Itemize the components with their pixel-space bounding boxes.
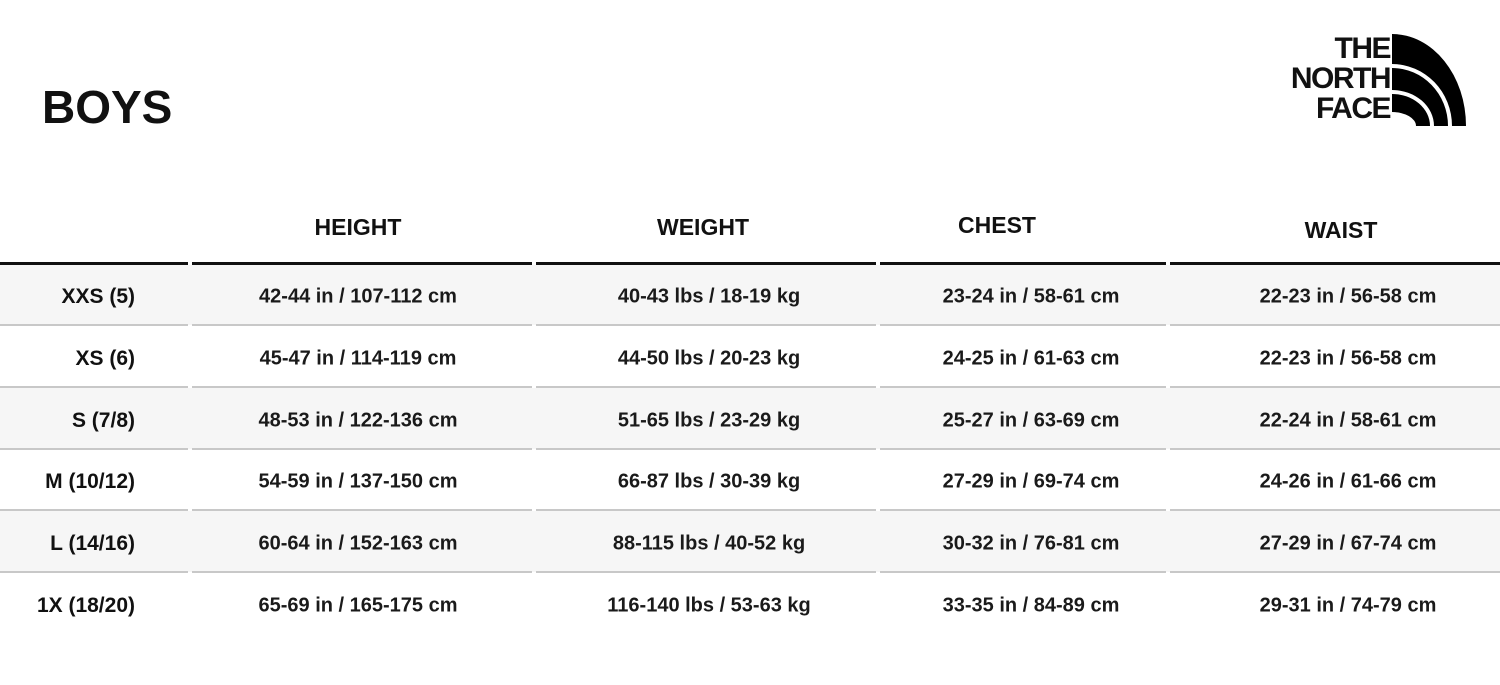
row-divider (880, 571, 1166, 573)
the-north-face-logo: THE NORTH FACE (1266, 34, 1466, 126)
row-divider (1170, 324, 1500, 326)
weight-cell: 116-140 lbs / 53-63 kg (607, 594, 811, 616)
waist-cell: 24-26 in / 61-66 cm (1259, 470, 1437, 493)
size-label: XS (6) (75, 346, 135, 370)
row-divider (192, 324, 532, 326)
row-divider (192, 509, 532, 511)
height-cell: 42-44 in / 107-112 cm (259, 285, 457, 308)
waist-cell: 22-23 in / 56-58 cm (1259, 285, 1437, 308)
waist-cell: 27-29 in / 67-74 cm (1259, 532, 1437, 554)
row-divider (536, 448, 876, 450)
height-cell: 54-59 in / 137-150 cm (258, 470, 458, 493)
table-row: M (10/12) 54-59 in / 137-150 cm 66-87 lbs … (0, 450, 1500, 511)
row-divider (536, 571, 876, 573)
row-divider (1170, 448, 1500, 450)
size-label: L (14/16) (50, 531, 135, 555)
chest-cell: 25-27 in / 63-69 cm (942, 409, 1120, 431)
row-divider (0, 448, 188, 450)
header-divider (536, 262, 876, 265)
row-divider (0, 386, 188, 388)
table-row: XS (6) 45-47 in / 114-119 cm 44-50 lbs / 2… (0, 326, 1500, 388)
waist-cell: 29-31 in / 74-79 cm (1259, 594, 1437, 616)
table-row: XXS (5) 42-44 in / 107-112 cm 40-43 lbs / … (0, 265, 1500, 326)
row-divider (192, 448, 532, 450)
logo-line: NORTH (1290, 62, 1392, 95)
column-header-waist: WAIST (1304, 217, 1378, 243)
weight-cell: 66-87 lbs / 30-39 kg (617, 470, 801, 493)
row-divider (880, 324, 1166, 326)
row-divider (1170, 386, 1500, 388)
row-divider (0, 324, 188, 326)
row-divider (192, 386, 532, 388)
row-divider (880, 386, 1166, 388)
row-divider (536, 509, 876, 511)
weight-cell: 40-43 lbs / 18-19 kg (617, 285, 801, 308)
row-divider (536, 324, 876, 326)
row-divider (880, 509, 1166, 511)
column-header-height: HEIGHT (314, 214, 402, 240)
row-divider (192, 571, 532, 573)
row-divider (1170, 509, 1500, 511)
row-divider (0, 509, 188, 511)
chest-cell: 23-24 in / 58-61 cm (942, 285, 1120, 308)
header-divider (880, 262, 1166, 265)
waist-cell: 22-24 in / 58-61 cm (1259, 409, 1437, 431)
row-divider (536, 386, 876, 388)
chest-cell: 33-35 in / 84-89 cm (942, 594, 1120, 616)
height-cell: 65-69 in / 165-175 cm (258, 594, 458, 616)
row-divider (0, 571, 188, 573)
size-label: S (7/8) (71, 408, 135, 432)
row-divider (1170, 571, 1500, 573)
header-divider (0, 262, 188, 265)
height-cell: 60-64 in / 152-163 cm (258, 532, 458, 554)
half-dome-icon (1392, 34, 1466, 126)
page-title: BOYS (42, 81, 173, 133)
chest-cell: 30-32 in / 76-81 cm (942, 532, 1120, 554)
logo-line: FACE (1315, 92, 1392, 125)
table-row: 1X (18/20) 65-69 in / 165-175 cm 116-140 l… (0, 573, 1500, 634)
table-row: S (7/8) 48-53 in / 122-136 cm 51-65 lbs / … (0, 388, 1500, 450)
height-cell: 48-53 in / 122-136 cm (258, 409, 458, 431)
chest-cell: 27-29 in / 69-74 cm (942, 470, 1120, 493)
waist-cell: 22-23 in / 56-58 cm (1259, 347, 1437, 369)
weight-cell: 88-115 lbs / 40-52 kg (612, 532, 806, 554)
size-label: M (10/12) (45, 470, 135, 493)
weight-cell: 44-50 lbs / 20-23 kg (617, 347, 801, 369)
table-row: L (14/16) 60-64 in / 152-163 cm 88-115 lbs… (0, 511, 1500, 573)
weight-cell: 51-65 lbs / 23-29 kg (617, 409, 801, 431)
height-cell: 45-47 in / 114-119 cm (259, 347, 457, 369)
column-header-weight: WEIGHT (657, 214, 749, 240)
row-divider (880, 448, 1166, 450)
chest-cell: 24-25 in / 61-63 cm (942, 347, 1120, 369)
size-label: 1X (18/20) (36, 593, 135, 617)
logo-line: THE (1334, 32, 1392, 65)
header-divider (192, 262, 532, 265)
size-label: XXS (5) (61, 285, 135, 308)
header-divider (1170, 262, 1500, 265)
column-header-chest: CHEST (958, 212, 1036, 238)
